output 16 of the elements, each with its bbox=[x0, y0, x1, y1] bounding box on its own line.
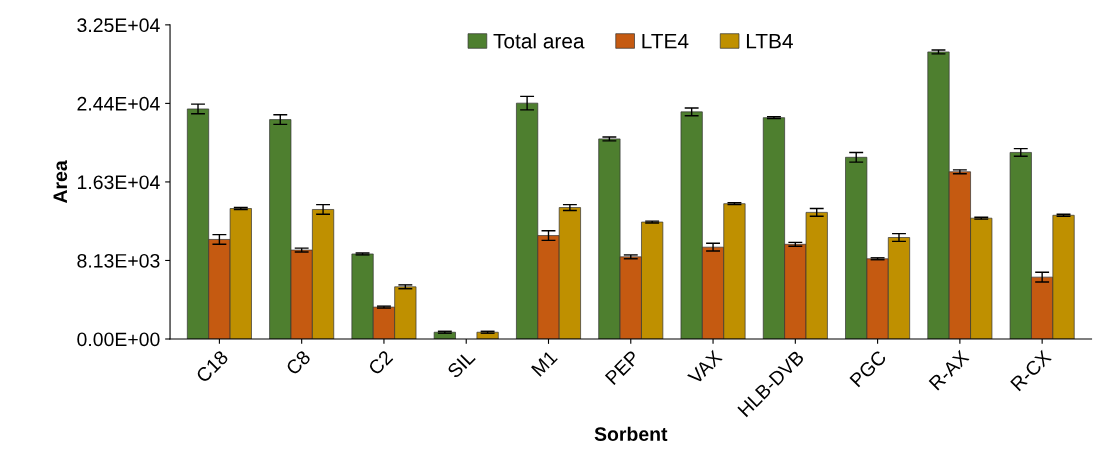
y-tick-label: 3.25E+04 bbox=[77, 18, 160, 33]
x-tick-label: M1 bbox=[531, 349, 558, 377]
x-axis-title: Sorbent bbox=[594, 426, 668, 441]
x-tick-label: VAX bbox=[687, 349, 723, 386]
legend-label: LTB4 bbox=[746, 33, 793, 49]
x-tick-label: C18 bbox=[195, 349, 229, 384]
x-tick-label: SIL bbox=[446, 349, 476, 379]
y-tick-label: 1.63E+04 bbox=[78, 175, 160, 190]
legend-label: LTE4 bbox=[642, 33, 689, 49]
y-tick-label: 8.13E+03 bbox=[77, 253, 160, 268]
y-tick-label: 0.00E+00 bbox=[77, 332, 160, 347]
x-tick-label: C8 bbox=[285, 349, 312, 376]
y-tick-label: 2.44E+04 bbox=[77, 96, 160, 111]
y-axis-title: Area bbox=[53, 160, 68, 204]
x-tick-label: C2 bbox=[367, 349, 394, 376]
legend-label: Total area bbox=[493, 33, 585, 49]
